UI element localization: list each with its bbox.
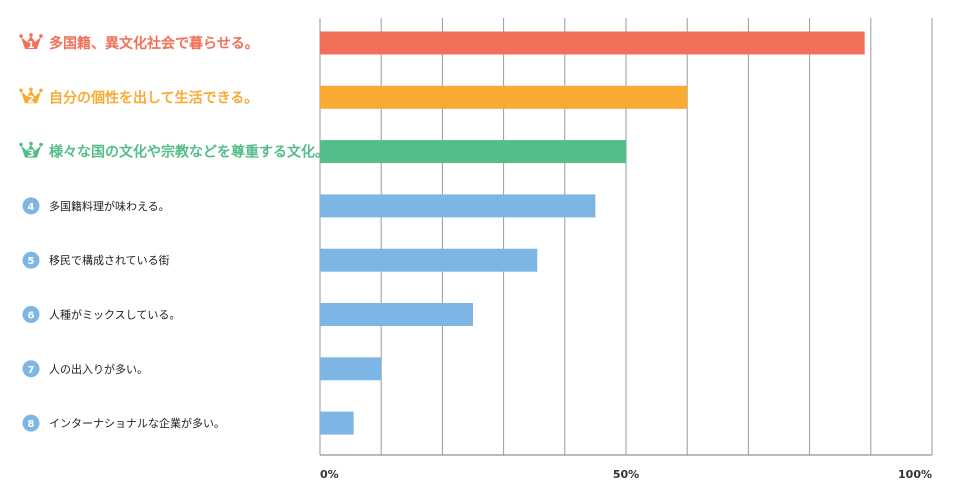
category-label: 移民で構成されている街 [49,253,170,267]
category-labels: 1 多国籍、異文化社会で暮らせる。 2 自分の個性を出して生活できる。 3 様々な国の文化… [19,33,329,432]
x-axis: 0% 50% 100% [320,468,932,481]
category-label: 自分の個性を出して生活できる。 [49,89,258,106]
bars [320,31,865,435]
category-label: 人種がミックスしている。 [49,308,180,322]
rank-number: 2 [28,94,35,105]
crown-point [19,142,23,147]
rank-circle [22,414,40,432]
rank-number: 3 [28,149,35,160]
category-label: インターナショナルな企業が多い。 [49,416,225,430]
category-label: 人の出入りが多い。 [49,362,148,376]
gridlines [319,18,933,456]
bar [320,140,626,164]
category-label: 多国籍、異文化社会で暮らせる。 [49,35,259,52]
rank-number: 8 [28,419,35,430]
crown-shape [21,144,41,158]
bar [320,85,688,109]
rank-number: 5 [28,256,35,267]
rank-number: 1 [28,40,35,51]
bar [320,31,865,55]
bar [320,303,473,326]
crown-rank-icon: 2 [19,87,43,105]
rank-circle-icon: 4 [22,197,40,215]
x-tick-label: 100% [898,468,932,481]
bar [320,357,382,381]
bar [320,411,354,435]
crown-point [29,33,33,37]
rank-number: 4 [28,202,35,213]
crown-rank-icon: 3 [19,141,43,160]
crown-point [39,88,43,93]
category-label: 多国籍料理が味わえる。 [49,199,170,213]
category-label: 様々な国の文化や宗教などを尊重する文化。 [49,144,329,161]
crown-point [39,142,43,147]
rank-number: 7 [28,365,35,376]
crown-point [29,141,33,146]
crown-point [29,87,33,92]
rank-circle-icon: 6 [22,306,40,323]
rank-circle-icon: 8 [22,414,40,432]
rank-circle-icon: 7 [22,360,40,378]
crown-point [19,88,23,93]
rank-circle-icon: 5 [22,251,40,269]
x-tick-label: 0% [320,468,339,481]
crown-shape [21,90,41,104]
rank-circle [22,306,40,323]
x-tick-label: 50% [613,468,639,481]
crown-shape [21,36,41,49]
rank-circle [22,360,40,378]
crown-rank-icon: 1 [19,33,43,51]
bar [320,248,538,272]
bar [320,194,596,218]
rank-circle [22,197,40,215]
rank-number: 6 [28,311,35,322]
crown-point [19,34,23,38]
crown-point [39,34,43,38]
rank-circle [22,251,40,269]
